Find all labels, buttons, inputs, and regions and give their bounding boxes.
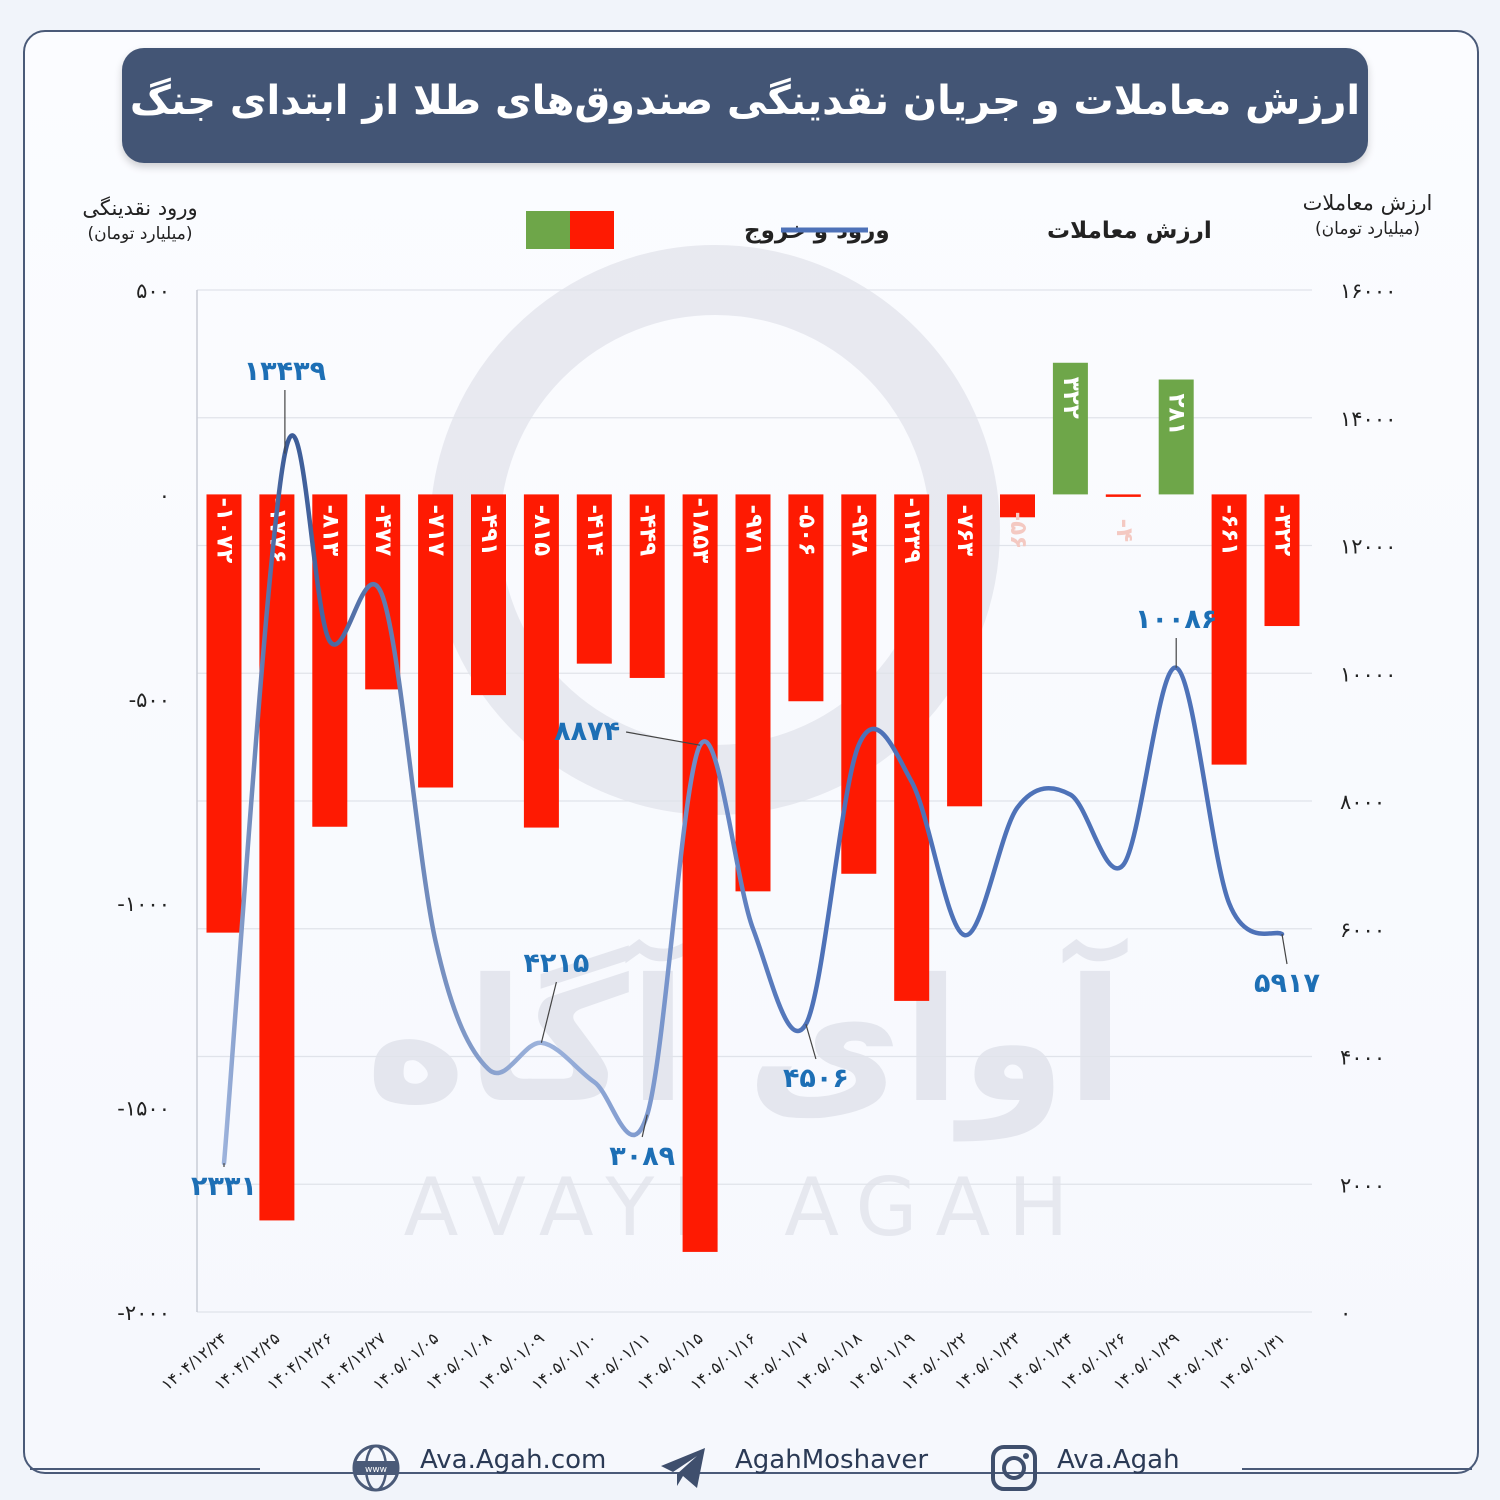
bar-data-label: -۵۰۶ — [793, 505, 819, 557]
left-tick-label: ۰ — [159, 483, 170, 507]
bar-data-label: -۸۱۵ — [529, 505, 555, 557]
flow-bar — [418, 494, 454, 788]
bar-data-label: -۱۸۵۳ — [688, 498, 714, 564]
left-axis-title-text: ورود نقدینگی — [82, 196, 198, 220]
right-tick-label: ۰ — [1340, 1301, 1351, 1325]
title-banner: ارزش معاملات و جریان نقدینگی صندوق‌های ط… — [122, 48, 1368, 163]
callout-label: ۴۲۱۵ — [523, 948, 589, 979]
flow-bar — [471, 494, 506, 696]
left-axis-unit: (میلیارد تومان) — [87, 224, 193, 244]
right-tick-label: ۸۰۰۰ — [1340, 790, 1385, 814]
bar-data-label: ۲۸۱ — [1164, 393, 1190, 435]
right-tick-label: ۲۰۰۰ — [1340, 1173, 1385, 1197]
right-tick-label: ۶۰۰۰ — [1340, 918, 1385, 942]
flow-bar — [206, 494, 242, 933]
flow-bar — [259, 494, 295, 1221]
flow-bar — [841, 494, 877, 874]
bar-data-label: -۸۱۳ — [317, 505, 343, 557]
right-tick-label: ۱۲۰۰۰ — [1340, 535, 1396, 559]
callout-leader — [641, 1114, 648, 1138]
flow-bar — [1158, 379, 1194, 495]
bar-data-label: -۳۲۲ — [1270, 505, 1296, 557]
right-axis-title-text: ارزش معاملات — [1302, 191, 1433, 215]
callout-leader — [1281, 933, 1288, 965]
globe-icon: www — [352, 1444, 400, 1492]
footer-instagram[interactable]: Ava.Agah — [1057, 1445, 1180, 1475]
bar-data-label: -۷۱۷ — [423, 505, 449, 557]
flow-bar — [1052, 362, 1088, 495]
bar-data-label: -۷۶۳ — [952, 505, 978, 557]
callout-leader — [805, 1024, 817, 1060]
flow-bar — [523, 494, 559, 828]
bar-data-label: -۶۶۱ — [1217, 505, 1243, 557]
flow-bar — [1000, 494, 1035, 518]
footer-website[interactable]: Ava.Agah.com — [420, 1445, 607, 1475]
chart-title: ارزش معاملات و جریان نقدینگی صندوق‌های ط… — [129, 78, 1361, 124]
left-tick-label: -۱۰۰۰ — [117, 892, 170, 916]
callout-label: ۸۸۷۴ — [554, 716, 620, 747]
bar-data-label: -۹۲۸ — [846, 505, 872, 557]
watermark-text-fa: آوای آگاه — [366, 937, 1128, 1142]
right-tick-label: ۴۰۰۰ — [1340, 1046, 1385, 1070]
bar-data-label: ۳۲۲ — [1058, 377, 1084, 419]
flow-bar — [1211, 494, 1247, 765]
bar-data-label: -۱۲۳۹ — [899, 498, 925, 564]
svg-text:www: www — [365, 1465, 387, 1475]
flow-bar — [1264, 494, 1300, 627]
legend-line-label: ارزش معاملات — [1047, 218, 1212, 244]
bar-data-label: -۴۷۷ — [370, 505, 396, 557]
instagram-icon — [991, 1445, 1037, 1491]
flow-bar — [312, 494, 348, 827]
left-tick-label: ۵۰۰ — [136, 279, 170, 303]
left-tick-label: -۵۰۰ — [129, 688, 170, 712]
callout-label: ۲۳۳۱ — [191, 1171, 257, 1202]
footer-rule-right — [1242, 1468, 1472, 1470]
flow-bar — [576, 494, 612, 664]
flow-bar — [1105, 494, 1141, 497]
flow-bar — [788, 494, 824, 702]
flow-bar — [735, 494, 771, 892]
flow-bar — [682, 494, 718, 1252]
flow-bar — [894, 494, 930, 1001]
trade-value-line — [221, 433, 1285, 1166]
legend-swatch-negative — [570, 211, 614, 249]
watermark-text-en: AVAYE AGAH — [404, 1161, 1087, 1254]
legend-swatch-positive — [526, 211, 570, 249]
telegram-icon — [661, 1448, 705, 1488]
flow-bar — [629, 494, 665, 678]
bar-data-label: -۴ — [1111, 519, 1137, 543]
right-axis-title: ارزش معاملات (میلیارد تومان) — [1285, 190, 1450, 242]
callout-leader — [540, 981, 557, 1043]
bar-data-label: -۱۰۷۲ — [212, 498, 238, 564]
callout-label: ۳۰۸۹ — [609, 1141, 675, 1172]
callout-label: ۱۳۴۳۹ — [244, 356, 326, 387]
flow-bar — [947, 494, 983, 807]
right-tick-label: ۱۶۰۰۰ — [1340, 279, 1396, 303]
bar-data-label: -۹۷۱ — [741, 505, 767, 557]
callout-label: ۴۵۰۶ — [783, 1063, 849, 1094]
left-axis-title: ورود نقدینگی (میلیارد تومان) — [60, 195, 220, 247]
bar-data-label: -۴۴۹ — [635, 505, 661, 557]
callout-label: ۵۹۱۷ — [1254, 968, 1320, 999]
footer-telegram[interactable]: AgahMoshaver — [735, 1445, 929, 1475]
right-tick-label: ۱۰۰۰۰ — [1340, 662, 1396, 686]
callout-leader — [625, 731, 701, 746]
bar-data-label: -۵۶ — [1005, 512, 1031, 550]
bar-data-label: -۴۹۱ — [476, 505, 502, 557]
bar-data-label: -۴۱۴ — [582, 505, 608, 557]
footer-rule-left — [30, 1468, 260, 1470]
callout-label: ۱۰۰۸۶ — [1135, 604, 1217, 635]
left-tick-label: -۱۵۰۰ — [117, 1097, 170, 1121]
right-tick-label: ۱۴۰۰۰ — [1340, 407, 1396, 431]
left-tick-label: -۲۰۰۰ — [117, 1301, 170, 1325]
right-axis-unit: (میلیارد تومان) — [1315, 219, 1420, 239]
